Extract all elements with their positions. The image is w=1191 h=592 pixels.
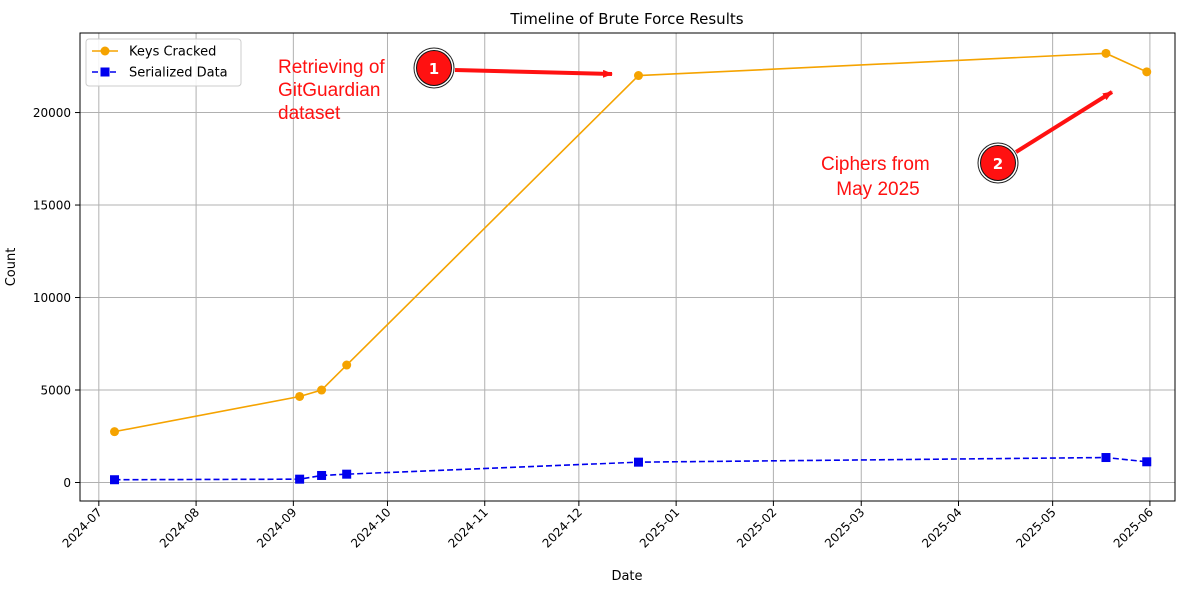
data-point-keys-cracked xyxy=(1101,48,1111,58)
data-point-serialized-data xyxy=(1142,457,1152,467)
legend-box xyxy=(85,38,242,87)
annotation-2-badge-label: 2 xyxy=(993,155,1003,173)
annotation-1-text: Retrieving of GitGuardian dataset xyxy=(278,57,390,124)
annotation-1-badge xyxy=(416,50,452,86)
legend-label-serialized-data: Serialized Data xyxy=(129,66,228,81)
x-tick-label: 2024-11 xyxy=(446,505,491,550)
x-tick-label: 2025-04 xyxy=(919,505,964,550)
annotation-1-arrow xyxy=(454,68,613,78)
chart-title: Timeline of Brute Force Results xyxy=(509,10,743,28)
annotation-1: Retrieving of GitGuardian dataset 1 xyxy=(278,47,613,124)
annotation-2: Ciphers from May 2025 2 xyxy=(821,90,1114,200)
legend-marker-serialized-data xyxy=(100,67,110,77)
legend-label-keys-cracked: Keys Cracked xyxy=(129,45,216,60)
x-tick-label: 2025-05 xyxy=(1013,505,1058,550)
data-point-keys-cracked xyxy=(110,427,120,437)
legend-marker-keys-cracked xyxy=(100,46,110,56)
y-tick-label: 0 xyxy=(63,476,71,490)
x-tick-label: 2024-12 xyxy=(540,505,585,550)
data-point-keys-cracked xyxy=(295,391,305,401)
x-tick-label: 2024-07 xyxy=(60,505,105,550)
annotation-1-line-1: Retrieving of xyxy=(278,57,385,78)
x-tick-label: 2024-09 xyxy=(254,505,299,550)
annotation-1-line-2: GitGuardian xyxy=(278,80,380,101)
legend-entry-serialized-data: Serialized Data xyxy=(92,66,228,81)
data-point-serialized-data xyxy=(342,469,352,479)
annotation-1-badge-label: 1 xyxy=(429,60,439,78)
annotation-2-text: Ciphers from May 2025 xyxy=(821,154,935,200)
data-point-keys-cracked xyxy=(1142,67,1152,77)
series-keys-cracked xyxy=(110,48,1152,437)
data-point-serialized-data xyxy=(633,457,643,467)
data-point-keys-cracked xyxy=(317,385,327,395)
x-tick-label: 2025-01 xyxy=(637,505,682,550)
x-axis-label: Date xyxy=(611,569,642,584)
x-tick-label: 2024-10 xyxy=(348,505,393,550)
y-tick-label: 20000 xyxy=(33,106,71,120)
annotation-2-arrow xyxy=(1014,90,1114,154)
x-tick-label: 2025-03 xyxy=(822,505,867,550)
data-point-serialized-data xyxy=(110,475,120,485)
series-line-keys-cracked xyxy=(114,52,1148,433)
data-point-keys-cracked xyxy=(633,71,643,81)
y-tick-label: 10000 xyxy=(33,291,71,305)
plot-frame xyxy=(79,32,1176,502)
annotation-2-line-1: Ciphers from xyxy=(821,154,930,175)
legend: Keys Cracked Serialized Data xyxy=(85,38,242,87)
data-point-serialized-data xyxy=(295,474,305,484)
grid xyxy=(80,33,1175,501)
series-line-serialized-data xyxy=(114,456,1147,481)
legend-entry-keys-cracked: Keys Cracked xyxy=(92,45,216,60)
x-tick-label: 2025-02 xyxy=(734,505,779,550)
x-tick-label: 2024-08 xyxy=(157,505,202,550)
y-tick-label: 5000 xyxy=(40,384,71,398)
data-point-serialized-data xyxy=(317,470,327,480)
annotation-2-line-2: May 2025 xyxy=(836,179,919,200)
y-axis-label: Count xyxy=(4,248,19,287)
series-serialized-data xyxy=(110,453,1152,485)
data-point-keys-cracked xyxy=(342,360,352,370)
data-point-serialized-data xyxy=(1101,453,1111,463)
y-tick-label: 15000 xyxy=(33,199,71,213)
annotation-1-line-3: dataset xyxy=(278,103,341,124)
annotation-2-badge xyxy=(980,145,1016,181)
x-tick-label: 2025-06 xyxy=(1111,505,1156,550)
series-layer xyxy=(110,48,1152,485)
